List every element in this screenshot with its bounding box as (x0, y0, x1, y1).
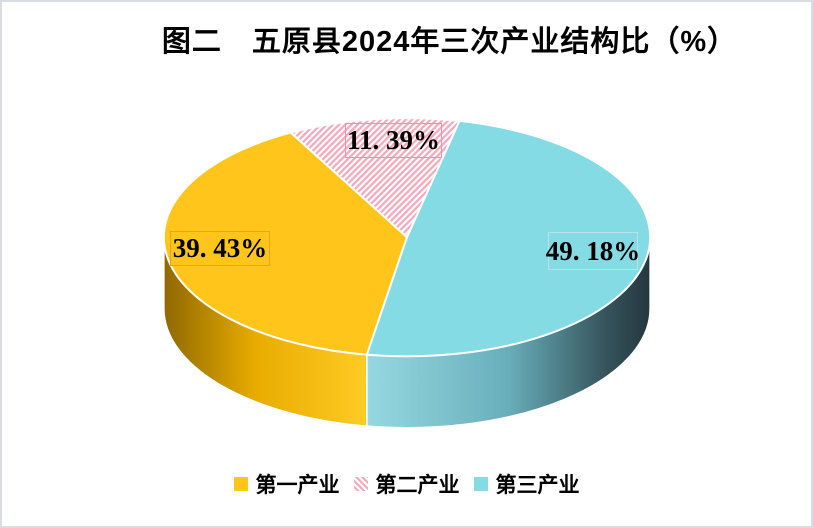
legend-label-first-industry: 第一产业 (255, 474, 340, 497)
pie-slice-top-0 (162, 131, 408, 356)
pie-slice-top-1 (289, 117, 461, 239)
legend-marker-third-industry-icon (473, 477, 488, 491)
legend-item-second-industry: 第二产业 (353, 469, 460, 499)
legend-marker-second-industry-icon (353, 477, 368, 491)
chart-legend: 第一产业 第二产业 第三产业 (2, 470, 811, 498)
legend-label-third-industry: 第三产业 (495, 474, 580, 497)
legend-marker-first-industry-icon (233, 477, 248, 491)
data-label-first-industry: 39. 43% (170, 231, 270, 266)
pie-slice-top-2 (365, 119, 652, 358)
data-label-second-industry: 11. 39% (345, 123, 442, 158)
chart-title: 图二 五原县2024年三次产业结构比（%） (161, 26, 738, 58)
legend-label-second-industry: 第二产业 (375, 474, 460, 497)
legend-item-third-industry: 第三产业 (473, 469, 580, 499)
legend-item-first-industry: 第一产业 (233, 469, 340, 499)
data-label-third-industry: 49. 18% (546, 232, 640, 270)
